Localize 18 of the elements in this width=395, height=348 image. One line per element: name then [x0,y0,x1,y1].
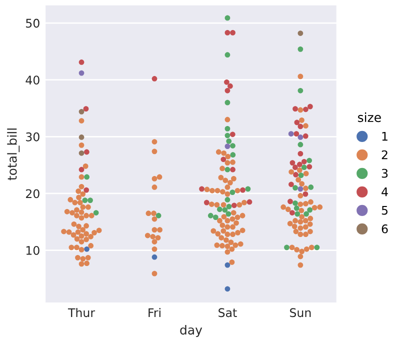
y-tick-label: 50 [26,18,40,28]
legend-label: 4 [382,187,388,196]
y-tick-label: 40 [26,76,40,85]
x-axis-title: day [180,324,202,338]
y-axis-title: total_bill [7,128,20,180]
x-tick-label: Fri [148,308,160,317]
x-tick-label: Sat [218,308,237,318]
legend-label: 2 [382,150,388,160]
y-tick-label: 30 [26,132,40,142]
legend-label: 3 [382,168,388,178]
x-tick-label: Thur [68,308,96,318]
legend-title: size [358,112,381,122]
legend-label: 1 [382,132,388,141]
y-tick-label: 10 [26,246,40,255]
legend-label: 5 [382,206,388,215]
y-tick-label: 20 [26,189,40,198]
legend-label: 6 [382,224,388,234]
x-tick-label: Sun [290,308,311,318]
